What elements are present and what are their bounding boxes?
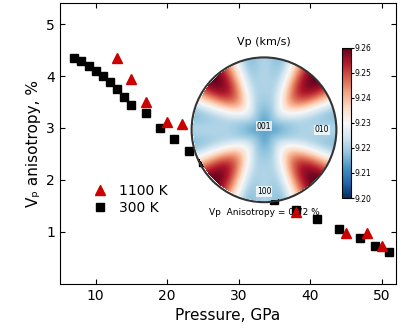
1100 K: [344, 231, 348, 235]
300 K: [294, 208, 298, 212]
1100 K: [165, 120, 170, 124]
1100 K: [200, 146, 205, 150]
300 K: [386, 249, 391, 253]
300 K: [244, 189, 248, 193]
1100 K: [258, 182, 262, 185]
Legend: 1100 K, 300 K: 1100 K, 300 K: [80, 178, 174, 221]
1100 K: [365, 231, 370, 235]
Text: 010: 010: [315, 125, 329, 134]
300 K: [200, 160, 205, 164]
1100 K: [143, 100, 148, 104]
1100 K: [115, 56, 120, 60]
300 K: [72, 56, 77, 60]
Text: 001: 001: [257, 122, 271, 131]
300 K: [215, 170, 220, 174]
1100 K: [215, 147, 220, 151]
300 K: [143, 112, 148, 115]
Y-axis label: Vₚ anisotropy, %: Vₚ anisotropy, %: [26, 80, 41, 207]
300 K: [93, 69, 98, 73]
Text: Vp  Anisotropy = 0.72 %: Vp Anisotropy = 0.72 %: [209, 208, 319, 217]
1100 K: [129, 77, 134, 81]
300 K: [186, 149, 191, 153]
300 K: [372, 245, 377, 248]
300 K: [79, 59, 84, 63]
Title: Vp (km/s): Vp (km/s): [237, 37, 291, 47]
Line: 300 K: 300 K: [70, 54, 393, 256]
Text: 100: 100: [257, 187, 271, 196]
300 K: [115, 87, 120, 91]
Line: 1100 K: 1100 K: [112, 53, 386, 251]
300 K: [158, 126, 162, 130]
300 K: [315, 217, 320, 221]
300 K: [86, 64, 91, 68]
300 K: [229, 178, 234, 182]
X-axis label: Pressure, GPa: Pressure, GPa: [175, 308, 281, 323]
1100 K: [379, 245, 384, 248]
300 K: [100, 74, 105, 78]
1100 K: [179, 122, 184, 126]
300 K: [108, 80, 112, 84]
300 K: [358, 236, 363, 240]
1100 K: [236, 162, 241, 166]
300 K: [272, 198, 277, 202]
300 K: [122, 95, 127, 99]
1100 K: [294, 210, 298, 214]
300 K: [336, 227, 341, 231]
300 K: [129, 103, 134, 107]
300 K: [172, 137, 177, 141]
